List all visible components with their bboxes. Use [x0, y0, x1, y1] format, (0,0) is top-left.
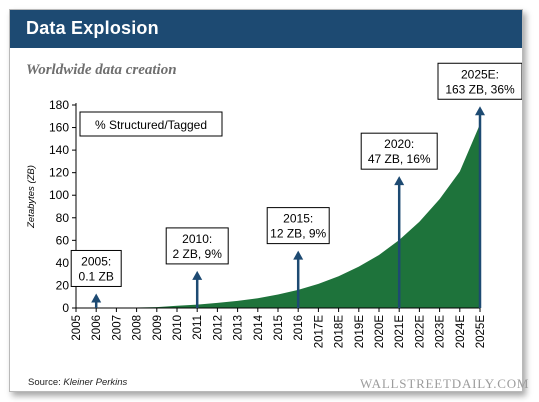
- annotation-box: [70, 249, 122, 287]
- chart-area: 0 20 40 60 80 100 120 140 160 180 2005 2006 2007 2008…: [26, 62, 522, 349]
- y-tick-label: 140: [49, 143, 69, 157]
- y-axis-title: Zetabytes (ZB): [26, 165, 37, 229]
- brand-logo: WALLSTREETDAILY.COM: [360, 376, 530, 391]
- x-tick-label: 2006: [91, 315, 103, 341]
- annotation-label-value: 163 ZB, 36%: [445, 82, 515, 96]
- x-tick-label: 2005: [71, 315, 83, 341]
- x-tick-label: 2016: [293, 315, 305, 341]
- x-tick-label: 2020E: [374, 315, 386, 349]
- y-tick-label: 100: [49, 188, 69, 202]
- chart-title: Data Explosion: [26, 18, 159, 38]
- x-tick-label: 2022E: [414, 315, 426, 349]
- annotation-arrow-head: [192, 270, 203, 280]
- x-tick-label: 2021E: [394, 315, 406, 349]
- y-tick-label: 0: [62, 301, 69, 315]
- x-tick-label: 2009: [152, 315, 164, 341]
- annotation-label-value: 0.1 ZB: [79, 269, 114, 283]
- x-tick-label: 2017E: [313, 315, 325, 349]
- annotation-box: [437, 62, 522, 100]
- source-label: Source:: [28, 377, 61, 388]
- chart-card: Data Explosion Worldwide data creation 0…: [9, 9, 528, 392]
- x-tick-label: 2025E: [475, 315, 487, 349]
- annotation-label-year: 2005:: [81, 254, 111, 268]
- y-tick-label: 160: [49, 121, 69, 135]
- source-note: Source: Kleiner Perkins: [28, 377, 127, 388]
- x-tick-label: 2024E: [455, 315, 467, 349]
- y-tick-label: 20: [56, 278, 70, 292]
- chart-subtitle: Worldwide data creation: [26, 62, 177, 78]
- annotation-label-year: 2010:: [182, 232, 212, 246]
- annotation-arrow-head: [394, 176, 405, 186]
- x-tick-label: 2013: [233, 315, 245, 341]
- header-bar: Data Explosion: [10, 10, 522, 48]
- annotation-label-year: 2025E:: [461, 67, 499, 81]
- annotation-box: [360, 132, 438, 170]
- source-name: Kleiner Perkins: [63, 377, 128, 388]
- annotation-label-year: 2020:: [384, 137, 414, 151]
- annotation-arrow-head: [293, 250, 304, 260]
- annotation-box: [266, 207, 330, 245]
- x-tick-label: 2014: [253, 314, 265, 340]
- data-area: [76, 124, 480, 308]
- annotation-arrow-head: [91, 293, 102, 303]
- x-tick-label: 2019E: [354, 315, 366, 349]
- annotation-label-value: 12 ZB, 9%: [270, 227, 326, 241]
- x-tick-label: 2012: [212, 315, 224, 341]
- y-tick-label: 80: [56, 211, 70, 225]
- legend-label: % Structured/Tagged: [95, 118, 207, 132]
- x-tick-label: 2018E: [334, 315, 346, 349]
- y-tick-label: 120: [49, 166, 69, 180]
- y-tick-label: 180: [49, 98, 69, 112]
- x-tick-label: 2008: [132, 315, 144, 341]
- x-tick-label: 2015: [273, 315, 285, 341]
- annotation-label-value: 47 ZB, 16%: [368, 152, 431, 166]
- annotation-label-year: 2015:: [283, 212, 313, 226]
- x-tick-label: 2007: [111, 315, 123, 341]
- annotation-arrow-head: [475, 106, 485, 116]
- annotation-label-value: 2 ZB, 9%: [173, 247, 223, 261]
- y-tick-label: 40: [56, 256, 70, 270]
- y-tick-label: 60: [56, 233, 70, 247]
- x-tick-label: 2010: [172, 315, 184, 341]
- x-tick-label: 2023E: [435, 315, 447, 349]
- annotation-box: [165, 227, 229, 265]
- legend-box: [79, 111, 223, 137]
- x-tick-label: 2011: [192, 315, 204, 340]
